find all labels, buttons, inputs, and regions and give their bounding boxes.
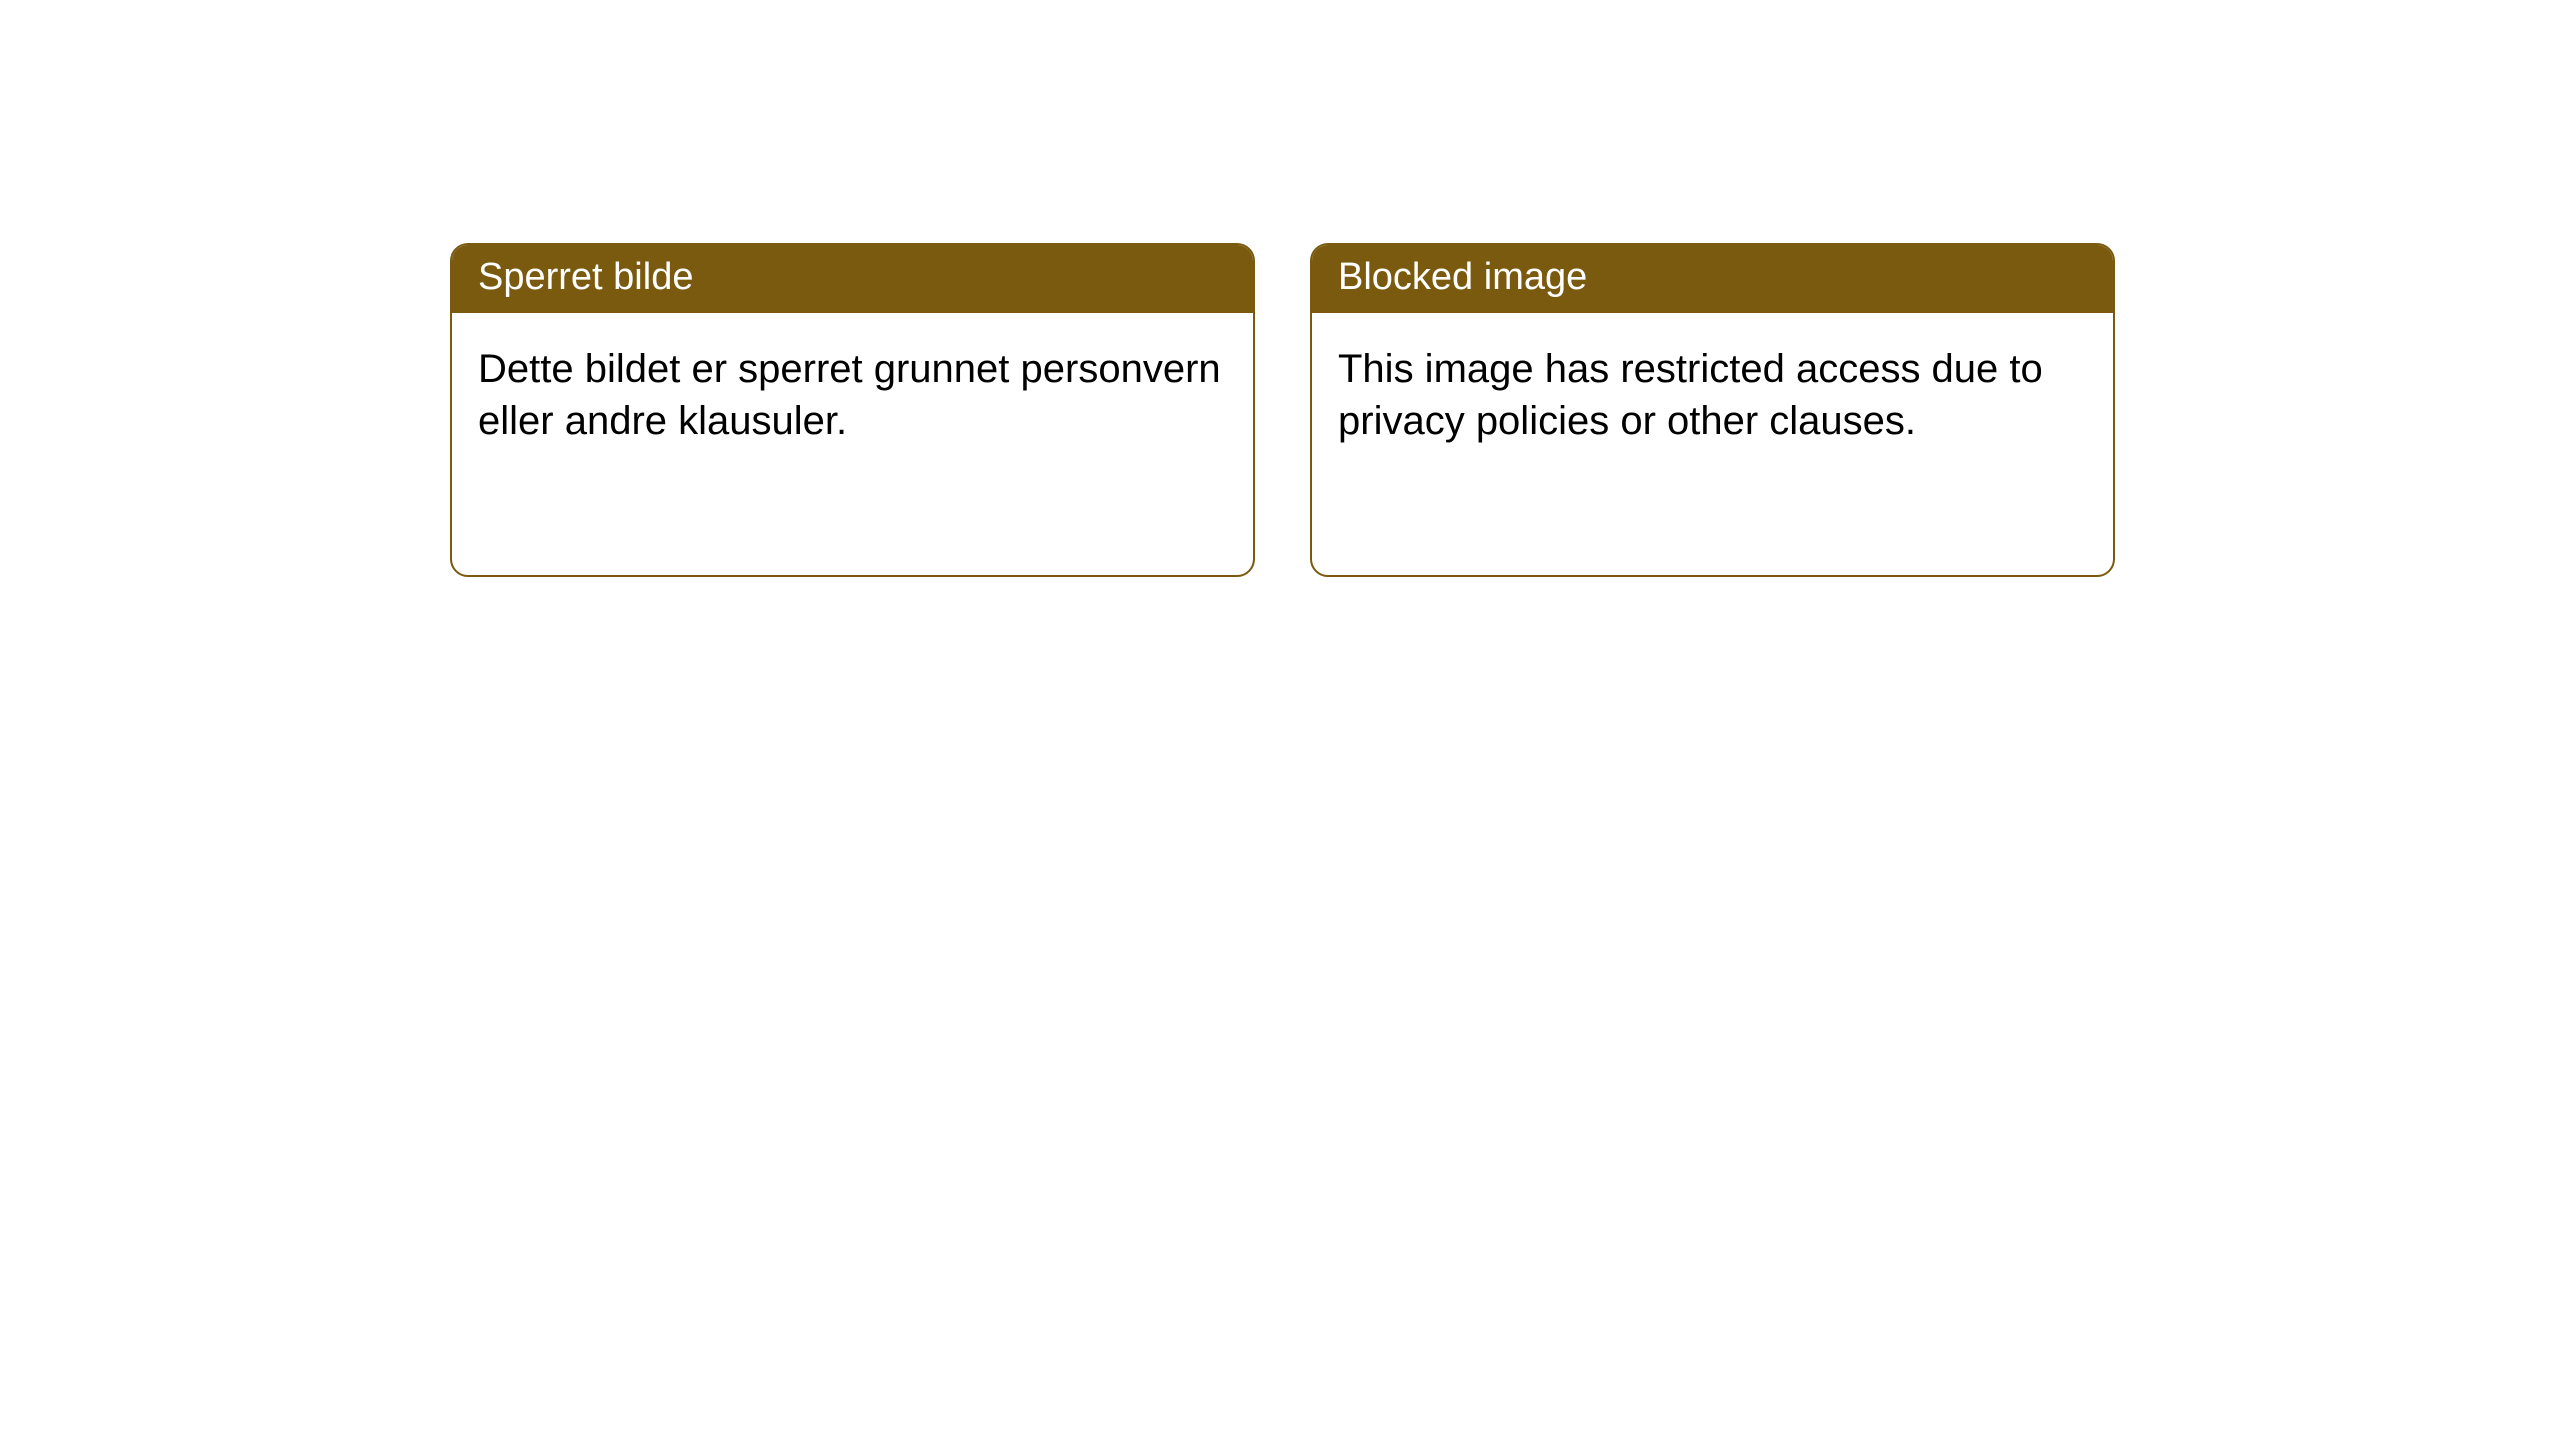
- notice-card-body: This image has restricted access due to …: [1312, 313, 2113, 477]
- notice-card-body: Dette bildet er sperret grunnet personve…: [452, 313, 1253, 477]
- notice-card-english: Blocked image This image has restricted …: [1310, 243, 2115, 577]
- notice-card-header: Blocked image: [1312, 245, 2113, 313]
- notice-card-header: Sperret bilde: [452, 245, 1253, 313]
- notice-cards-container: Sperret bilde Dette bildet er sperret gr…: [450, 243, 2115, 577]
- notice-card-norwegian: Sperret bilde Dette bildet er sperret gr…: [450, 243, 1255, 577]
